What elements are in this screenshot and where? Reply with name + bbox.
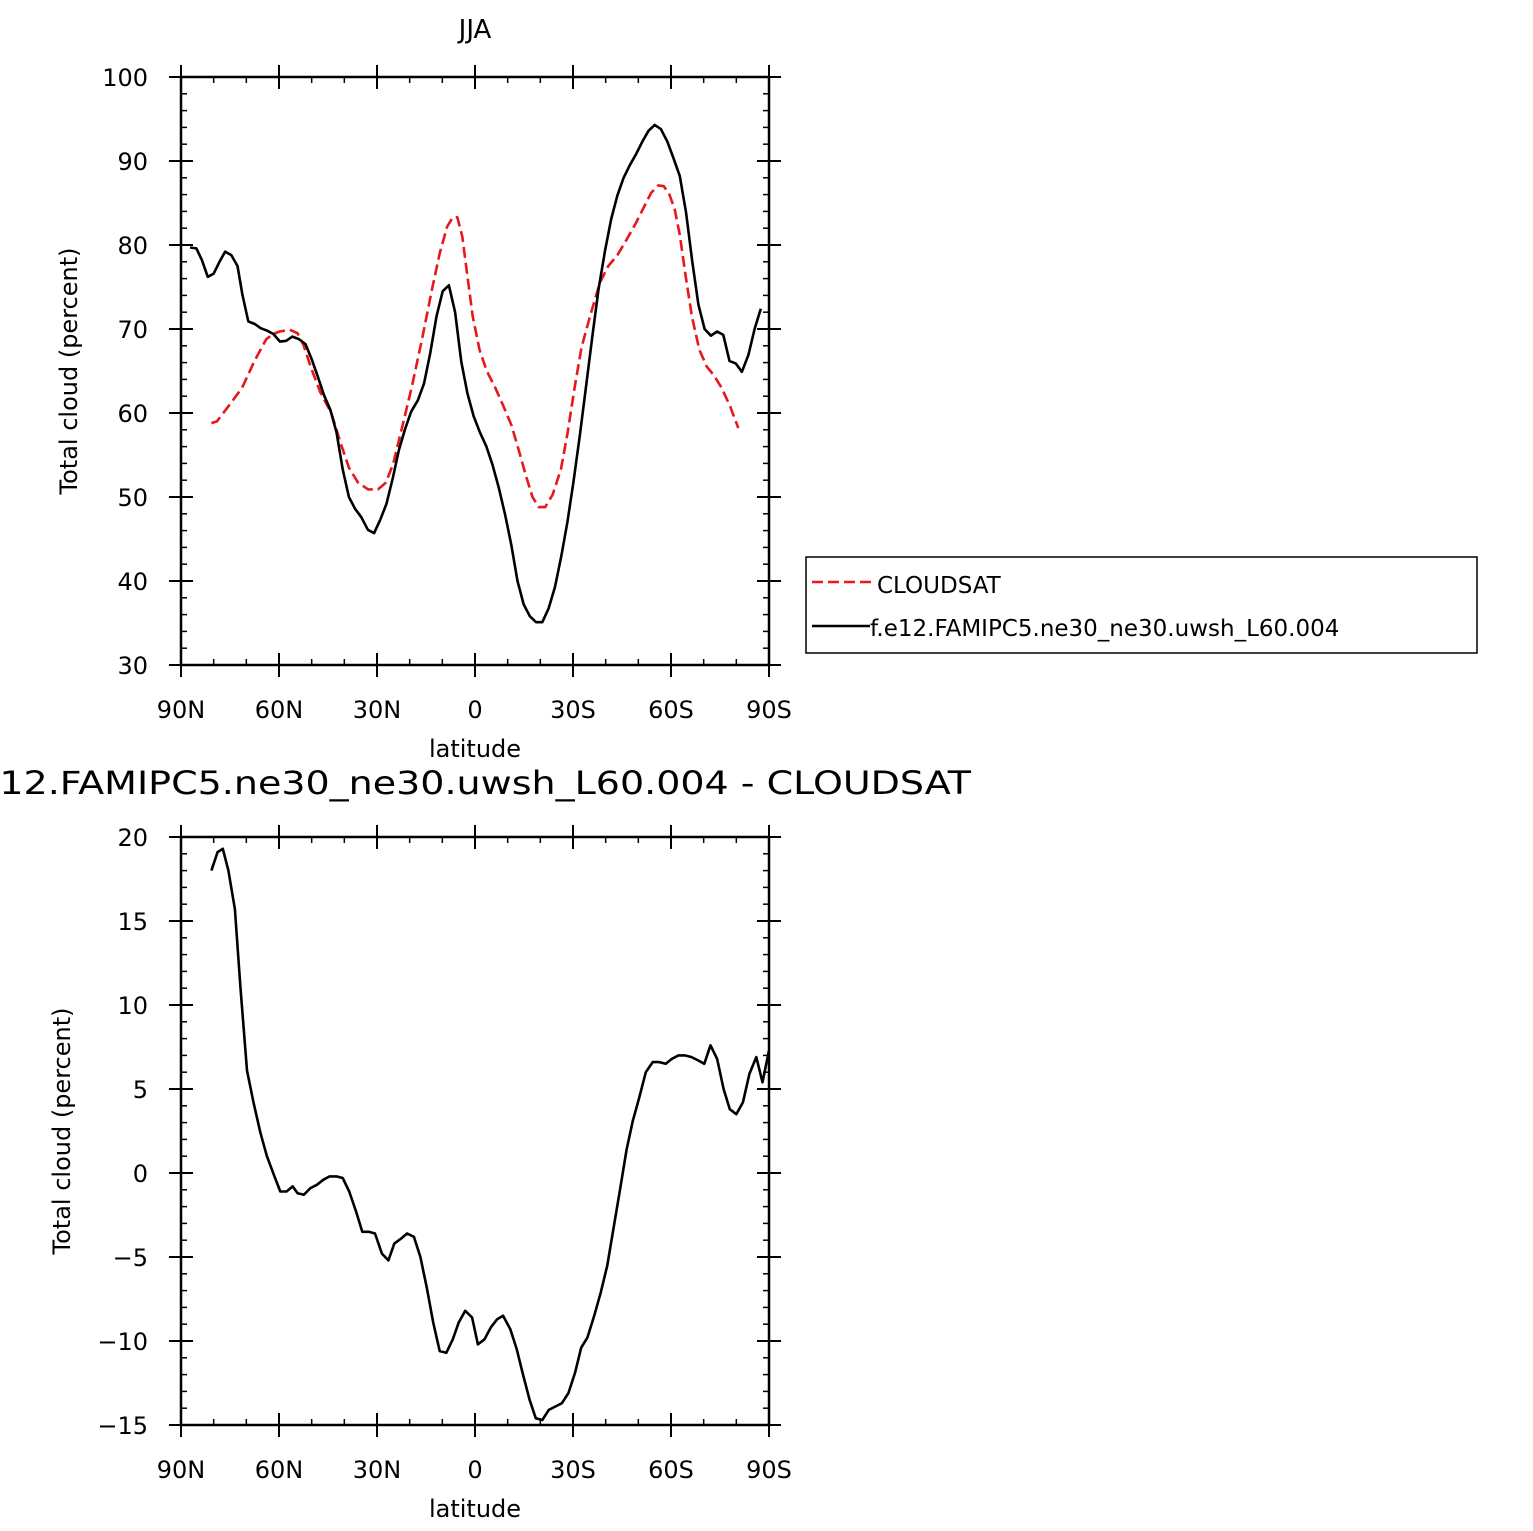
bottom-chart-series [210,847,771,1422]
top-x-tick-label: 30S [550,696,596,724]
bottom-x-tick-label: 60S [648,1456,694,1484]
top-x-axis-label: latitude [429,735,521,763]
top-plot-frame [179,75,771,667]
bottom-x-tick-label: 90N [157,1456,206,1484]
top-y-tick-label: 30 [117,652,148,680]
legend: CLOUDSAT f.e12.FAMIPC5.ne30_ne30.uwsh_L6… [805,556,1478,654]
top-x-tick-labels: 90N 60N 30N 0 30S 60S 90S [157,696,792,724]
bottom-y-tick-label: 15 [117,908,148,936]
top-chart-series [189,123,763,624]
top-series-line-0 [211,184,740,509]
top-y-tick-label: 50 [117,484,148,512]
top-y-axis-label: Total cloud (percent) [55,248,83,496]
bottom-y-tick-label: 0 [133,1160,148,1188]
bottom-chart-title: e12.FAMIPC5.ne30_ne30.uwsh_L60.004 - CLO… [0,764,972,802]
bottom-y-tick-label: −15 [97,1412,148,1440]
top-y-tick-label: 40 [117,568,148,596]
top-series-line-1 [189,123,763,624]
bottom-x-tick-label: 30S [550,1456,596,1484]
bottom-x-tick-label: 90S [746,1456,792,1484]
top-y-tick-label: 100 [102,64,148,92]
top-x-tick-label: 30N [353,696,402,724]
bottom-chart-ticks [169,825,781,1437]
bottom-y-axis-label: Total cloud (percent) [48,1008,76,1256]
top-chart-ticks [169,65,781,677]
bottom-chart: e12.FAMIPC5.ne30_ne30.uwsh_L60.004 - CLO… [0,764,972,1523]
top-x-tick-label: 90N [157,696,206,724]
bottom-x-tick-labels: 90N 60N 30N 0 30S 60S 90S [157,1456,792,1484]
top-y-tick-label: 70 [117,316,148,344]
top-x-tick-label: 90S [746,696,792,724]
top-x-tick-label: 0 [467,696,482,724]
top-y-tick-labels: 30 40 50 60 70 80 90 100 [102,64,148,680]
bottom-y-tick-label: 20 [117,824,148,852]
bottom-y-tick-labels: −15 −10 −5 0 5 10 15 20 [97,824,148,1440]
top-x-tick-label: 60S [648,696,694,724]
bottom-y-tick-label: 10 [117,992,148,1020]
top-x-tick-label: 60N [255,696,304,724]
bottom-x-axis-label: latitude [429,1495,521,1523]
legend-cloudsat-label: CLOUDSAT [877,573,1002,599]
top-y-tick-label: 90 [117,148,148,176]
legend-model-label: f.e12.FAMIPC5.ne30_ne30.uwsh_L60.004 [870,616,1339,642]
top-chart-title: JJA [457,15,492,45]
top-y-tick-label: 60 [117,400,148,428]
bottom-series-line-0 [210,847,771,1422]
bottom-x-tick-label: 60N [255,1456,304,1484]
top-y-tick-label: 80 [117,232,148,260]
bottom-y-tick-label: 5 [133,1076,148,1104]
legend-box [805,556,1478,654]
bottom-y-tick-label: −10 [97,1328,148,1356]
top-chart: JJA 90N 60N 30N 0 30S 60S 90S 30 40 50 60 70 80 90 10… [55,15,1478,763]
bottom-y-tick-label: −5 [113,1244,148,1272]
bottom-x-tick-label: 30N [353,1456,402,1484]
bottom-x-tick-label: 0 [467,1456,482,1484]
